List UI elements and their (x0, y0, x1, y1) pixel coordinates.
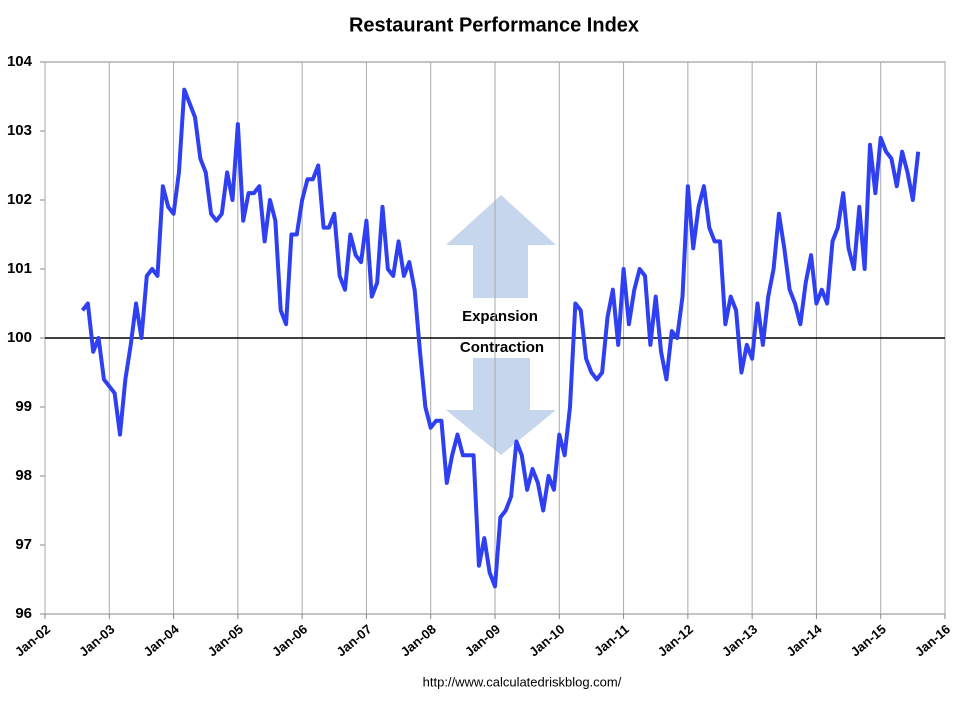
chart-title: Restaurant Performance Index (349, 14, 639, 36)
x-tick-label: Jan-14 (783, 621, 825, 659)
source: http://www.calculatedriskblog.com/ (423, 674, 622, 689)
x-tick-label: Jan-16 (912, 621, 953, 659)
data-line (80, 87, 921, 589)
y-tick-label: 100 (7, 329, 32, 346)
down-arrow (446, 358, 556, 455)
y-tick-label: 98 (15, 467, 32, 484)
y-tick-label: 101 (7, 260, 32, 277)
y-tick-label: 97 (15, 536, 32, 553)
annotation: Contraction (460, 339, 544, 356)
y-tick-label: 99 (15, 398, 32, 415)
y-tick-label: 96 (15, 605, 32, 622)
x-tick-label: Jan-06 (269, 621, 310, 659)
x-tick-label: Jan-03 (76, 621, 117, 659)
x-tick-label: Jan-02 (12, 621, 53, 659)
x-tick-label: Jan-09 (462, 621, 503, 659)
up-arrow (446, 195, 556, 298)
x-tick-label: Jan-12 (655, 621, 696, 659)
x-tick-label: Jan-15 (848, 621, 889, 659)
annotation: Expansion (462, 308, 538, 325)
x-tick-label: Jan-04 (141, 621, 183, 659)
y-tick-label: 102 (7, 191, 32, 208)
x-tick-label: Jan-13 (719, 621, 760, 659)
y-tick-label: 104 (7, 53, 33, 70)
x-tick-label: Jan-08 (398, 621, 439, 659)
y-tick-label: 103 (7, 122, 32, 139)
x-tick-label: Jan-10 (526, 621, 567, 659)
arrows (446, 195, 556, 455)
x-tick-label: Jan-05 (205, 621, 246, 659)
x-tick-label: Jan-11 (591, 621, 632, 659)
x-tick-label: Jan-07 (333, 621, 374, 659)
